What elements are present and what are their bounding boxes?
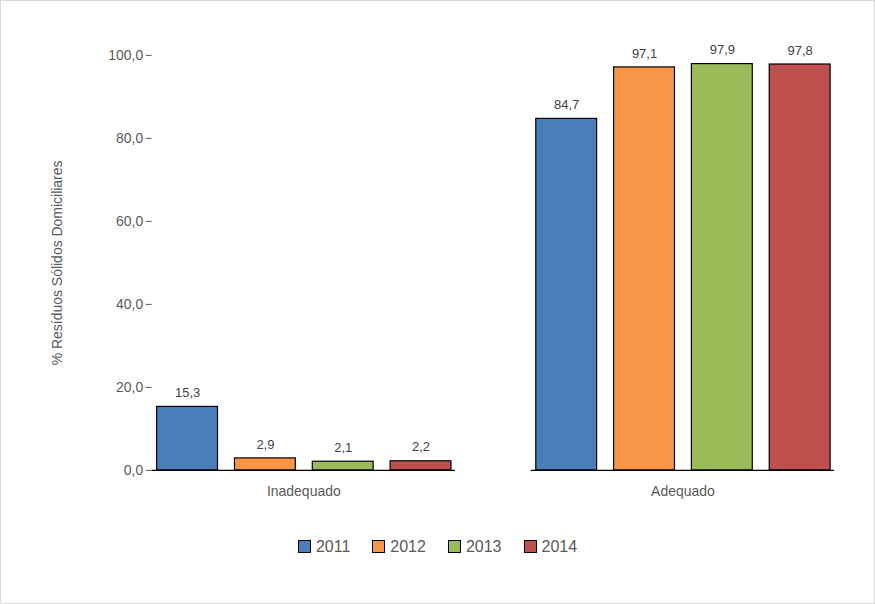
svg-text:0,0: 0,0	[124, 462, 144, 478]
svg-text:2,2: 2,2	[412, 439, 430, 454]
svg-text:84,7: 84,7	[554, 97, 579, 112]
svg-text:97,9: 97,9	[710, 42, 735, 57]
svg-text:97,1: 97,1	[632, 46, 657, 61]
svg-text:97,8: 97,8	[788, 43, 813, 58]
svg-text:% Resíduos Sólidos Domiciliare: % Resíduos Sólidos Domiciliares	[49, 161, 65, 366]
html-text:2014: 2014	[541, 537, 578, 555]
svg-text:15,3: 15,3	[175, 385, 200, 400]
html-text:2012: 2012	[390, 537, 426, 555]
svg-text:Inadequado: Inadequado	[267, 483, 341, 499]
svg-text:2,9: 2,9	[256, 437, 274, 452]
html-text:2011: 2011	[315, 537, 351, 555]
svg-text:100,0: 100,0	[108, 47, 143, 63]
svg-text:60,0: 60,0	[116, 213, 143, 229]
html-text:2013: 2013	[465, 537, 502, 555]
svg-text:20,0: 20,0	[116, 379, 143, 395]
svg-text:40,0: 40,0	[116, 296, 143, 312]
svg-text:2,1: 2,1	[334, 440, 352, 455]
svg-text:80,0: 80,0	[116, 130, 143, 146]
svg-text:Adequado: Adequado	[651, 483, 715, 499]
